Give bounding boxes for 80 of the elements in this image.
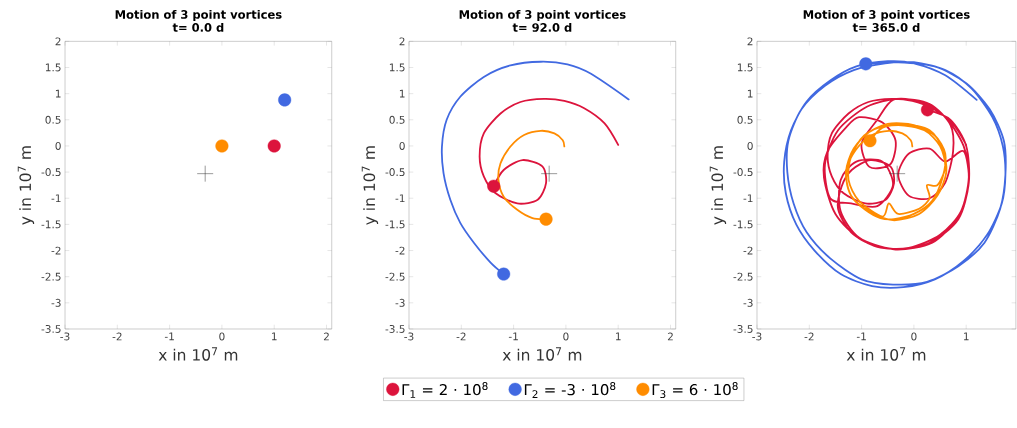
x-tick-label: 0 xyxy=(563,332,569,341)
y-tick-label: 0.5 xyxy=(389,115,405,124)
y-tick-label: -2.5 xyxy=(733,272,753,281)
y-tick-label: -3.5 xyxy=(733,325,753,333)
y-tick-label: -1 xyxy=(395,194,405,203)
y-tick-label: -1.5 xyxy=(385,220,405,229)
x-tick-label: 2 xyxy=(667,332,673,341)
x-tick-label: -1 xyxy=(856,332,866,341)
y-tick-label: -3 xyxy=(743,298,753,307)
point xyxy=(487,179,501,193)
y-tick-label: -2 xyxy=(743,246,753,255)
x-axis-title: x in 10$^{7}$ m xyxy=(158,347,238,361)
y-tick-label: -2.5 xyxy=(41,272,61,281)
x-tick-label: -2 xyxy=(112,332,122,341)
x-tick-label: -1 xyxy=(164,332,174,341)
point xyxy=(863,134,877,148)
y-tick-label: 1 xyxy=(55,89,61,98)
y-axis-title: y in 10$^{7}$ m xyxy=(17,146,35,225)
y-tick-label: -3 xyxy=(395,298,405,307)
point xyxy=(215,139,229,153)
y-tick-label: 1.5 xyxy=(389,63,405,72)
y-tick-label: 0.5 xyxy=(45,115,61,124)
x-axis-title: x in 10$^{7}$ m xyxy=(846,347,926,361)
point xyxy=(497,267,511,281)
y-axis-title: y in 10$^{7}$ m xyxy=(709,146,727,225)
y-tick-label: 2 xyxy=(747,37,753,46)
y-tick-label: -2.5 xyxy=(385,272,405,281)
y-tick-label: 1 xyxy=(747,89,753,98)
y-tick-label: -0.5 xyxy=(385,168,405,177)
chart-subtitle: t= 365.0 d xyxy=(852,22,920,32)
y-tick-label: -3.5 xyxy=(385,325,405,333)
y-tick-label: 2 xyxy=(399,37,405,46)
x-tick-label: -2 xyxy=(804,332,814,341)
y-tick-label: 0 xyxy=(747,141,753,150)
y-tick-label: 1 xyxy=(399,89,405,98)
point xyxy=(267,139,281,153)
line-series xyxy=(845,122,948,222)
y-tick-label: -2 xyxy=(395,246,405,255)
point xyxy=(920,103,934,117)
point xyxy=(540,165,558,182)
legend-label: Γ$_{1}$ = 2 · 10$^{8}$ xyxy=(402,382,488,398)
point xyxy=(859,57,873,71)
line-series xyxy=(478,97,620,205)
y-tick-label: -2 xyxy=(51,246,61,255)
y-tick-label: -1.5 xyxy=(41,220,61,229)
chart-title: Motion of 3 point vortices xyxy=(803,9,970,22)
legend-label: Γ$_{3}$ = 6 · 10$^{8}$ xyxy=(652,382,738,399)
x-tick-label: 0 xyxy=(911,332,917,341)
x-tick-label: 1 xyxy=(616,332,621,341)
y-tick-label: -1.5 xyxy=(733,220,753,229)
x-tick-label: -1 xyxy=(508,332,518,341)
x-tick-label: -2 xyxy=(456,332,466,341)
y-tick-label: -3 xyxy=(51,298,61,307)
point xyxy=(278,93,292,107)
point xyxy=(539,212,553,226)
point xyxy=(888,165,906,182)
chart-subtitle: t= 92.0 d xyxy=(512,22,572,32)
y-tick-label: -1 xyxy=(51,194,61,203)
y-tick-label: -0.5 xyxy=(733,168,753,177)
legend-label: Γ$_{2}$ = -3 · 10$^{8}$ xyxy=(524,382,616,398)
y-tick-label: -0.5 xyxy=(41,168,61,177)
x-tick-label: 1 xyxy=(964,332,969,341)
point xyxy=(196,165,214,182)
chart-title: Motion of 3 point vortices xyxy=(459,9,626,22)
x-tick-label: 0 xyxy=(219,332,225,341)
y-tick-label: 1.5 xyxy=(45,63,61,72)
x-axis-title: x in 10$^{7}$ m xyxy=(502,347,582,361)
y-tick-label: 0 xyxy=(399,141,405,150)
x-tick-label: 1 xyxy=(272,332,277,341)
y-axis-title: y in 10$^{7}$ m xyxy=(361,146,379,225)
x-tick-label: 2 xyxy=(323,332,329,341)
chart-subtitle: t= 0.0 d xyxy=(172,22,224,32)
y-tick-label: 0 xyxy=(55,141,61,150)
chart-title: Motion of 3 point vortices xyxy=(115,9,282,22)
y-tick-label: -1 xyxy=(743,194,753,203)
line-series xyxy=(823,97,971,251)
y-tick-label: 0.5 xyxy=(737,115,753,124)
y-tick-label: 1.5 xyxy=(737,63,753,72)
y-tick-label: 2 xyxy=(55,37,61,46)
y-tick-label: -3.5 xyxy=(41,325,61,333)
